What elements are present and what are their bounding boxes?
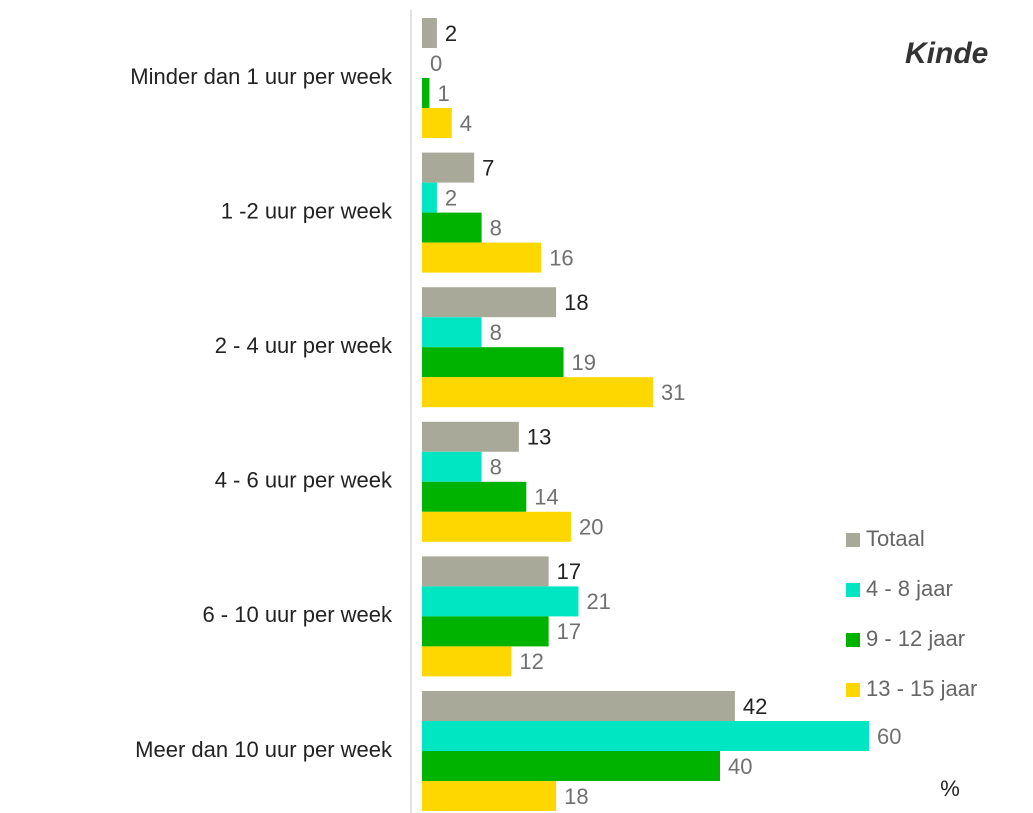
data-label: 7 (482, 155, 494, 180)
category-label: Minder dan 1 uur per week (130, 64, 393, 89)
data-label: 4 (460, 111, 472, 136)
data-label: 14 (534, 485, 558, 510)
bar (422, 182, 437, 213)
chart-title: Kinde (905, 37, 988, 70)
data-label: 12 (519, 649, 543, 674)
data-label: 0 (430, 51, 442, 76)
unit-label: % (940, 776, 960, 801)
data-label: 8 (490, 215, 502, 240)
bar (422, 586, 579, 617)
bar (422, 18, 437, 48)
data-label: 18 (564, 784, 588, 809)
legend-label: 4 - 8 jaar (866, 576, 953, 601)
legend-swatch (846, 683, 860, 697)
data-label: 17 (557, 619, 581, 644)
legend-swatch (846, 633, 860, 647)
data-label: 8 (490, 320, 502, 345)
category-label: 6 - 10 uur per week (202, 602, 393, 627)
bar (422, 377, 653, 408)
bar (422, 721, 869, 751)
bar (422, 242, 542, 273)
legend-label: 13 - 15 jaar (866, 676, 977, 701)
bar (422, 317, 482, 348)
data-label: 13 (527, 425, 551, 450)
category-label: 1 -2 uur per week (221, 198, 393, 223)
data-label: 31 (661, 380, 685, 405)
data-label: 19 (572, 350, 596, 375)
bar (422, 511, 571, 542)
data-label: 8 (490, 455, 502, 480)
bar (422, 691, 735, 721)
data-label: 42 (743, 694, 767, 719)
legend-swatch (846, 583, 860, 597)
bar (422, 287, 557, 318)
bar (422, 347, 564, 378)
bar (422, 556, 549, 587)
legend-label: Totaal (866, 526, 925, 551)
data-label: 18 (564, 290, 588, 315)
bar (422, 751, 720, 781)
category-label: 2 - 4 uur per week (215, 333, 393, 358)
bar (422, 481, 527, 512)
bar (422, 781, 557, 811)
category-label: 4 - 6 uur per week (215, 468, 393, 493)
bar (422, 421, 519, 452)
data-label: 1 (437, 81, 449, 106)
bar (422, 78, 430, 108)
data-label: 2 (445, 185, 457, 210)
data-label: 17 (557, 559, 581, 584)
data-label: 20 (579, 515, 603, 540)
category-label: Meer dan 10 uur per week (135, 737, 393, 762)
bar (422, 646, 512, 677)
data-label: 60 (877, 724, 901, 749)
data-label: 2 (445, 21, 457, 46)
data-label: 21 (586, 589, 610, 614)
bar (422, 616, 549, 647)
bar (422, 451, 482, 482)
legend-label: 9 - 12 jaar (866, 626, 965, 651)
bar (422, 152, 475, 183)
bar (422, 212, 482, 243)
bar (422, 108, 452, 138)
legend-swatch (846, 533, 860, 547)
data-label: 40 (728, 754, 752, 779)
data-label: 16 (549, 245, 573, 270)
